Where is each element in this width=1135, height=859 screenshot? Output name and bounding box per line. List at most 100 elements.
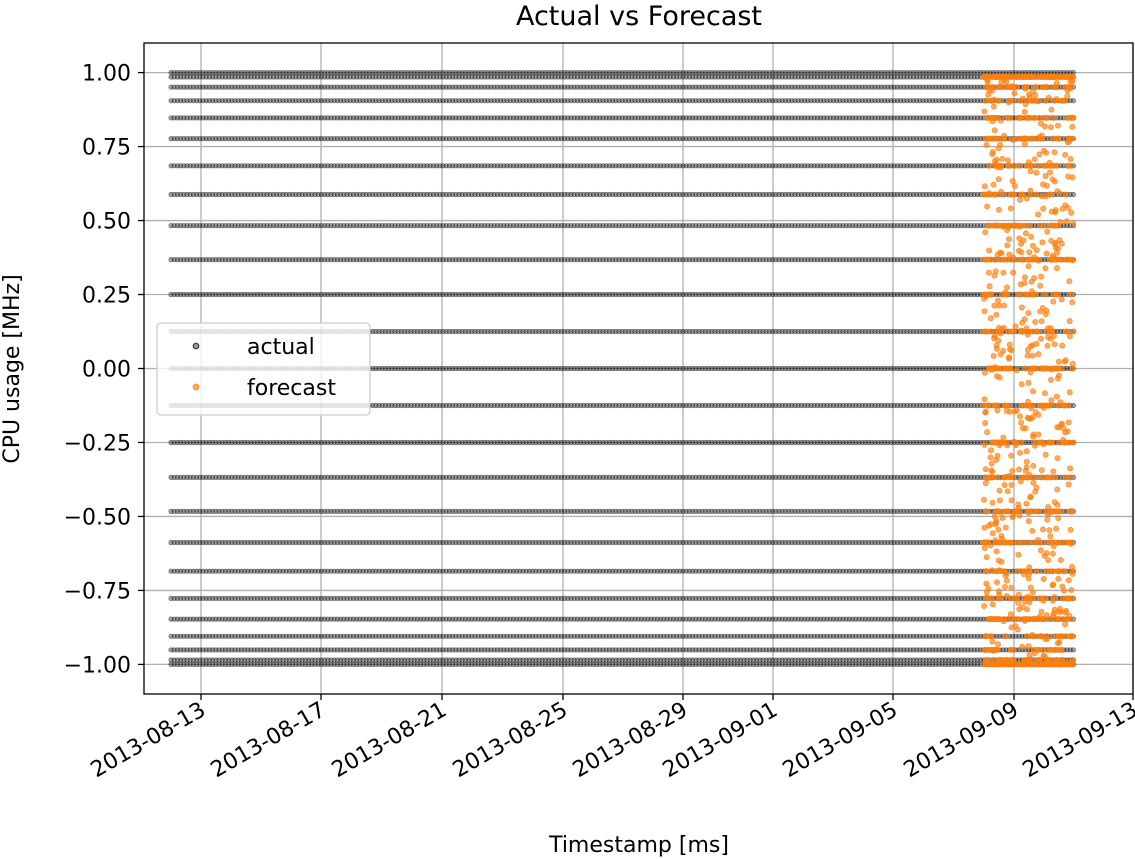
actual-point xyxy=(494,661,500,668)
actual-point xyxy=(405,661,411,668)
actual-point xyxy=(398,661,404,668)
actual-point xyxy=(277,661,283,668)
actual-band xyxy=(168,633,1077,639)
actual-point xyxy=(446,661,452,668)
actual-point xyxy=(235,661,241,668)
actual-point xyxy=(184,661,190,668)
actual-point xyxy=(293,661,299,668)
actual-point xyxy=(347,661,353,668)
actual-point xyxy=(510,661,517,668)
actual-point xyxy=(270,661,276,668)
actual-point xyxy=(286,661,292,668)
actual-point xyxy=(472,661,478,668)
actual-point xyxy=(501,661,507,668)
actual-point xyxy=(385,661,392,668)
actual-point xyxy=(408,661,414,668)
actual-point xyxy=(264,661,270,668)
actual-point xyxy=(238,661,244,668)
actual-point xyxy=(440,661,446,668)
actual-point xyxy=(401,661,408,668)
actual-point xyxy=(539,661,545,668)
actual-point xyxy=(226,661,232,668)
actual-point xyxy=(373,661,379,668)
actual-point xyxy=(443,661,449,668)
actual-point xyxy=(357,661,363,668)
actual-point xyxy=(289,661,296,668)
actual-point xyxy=(168,661,174,668)
actual-point xyxy=(242,661,248,668)
actual-band xyxy=(168,291,1077,298)
actual-point xyxy=(449,661,456,668)
actual-point xyxy=(529,661,536,668)
actual-point xyxy=(273,661,280,668)
actual-point xyxy=(190,661,196,668)
actual-point xyxy=(417,661,424,668)
actual-point xyxy=(187,661,193,668)
actual-band xyxy=(168,223,1077,229)
actual-point xyxy=(194,661,200,668)
actual-point xyxy=(210,661,216,668)
actual-point xyxy=(366,661,372,668)
actual-point xyxy=(178,661,184,668)
actual-band xyxy=(168,647,1077,653)
actual-point xyxy=(296,661,302,668)
actual-point xyxy=(485,661,491,668)
actual-band xyxy=(168,616,1077,622)
actual-point xyxy=(581,661,587,668)
actual-point xyxy=(376,661,382,668)
actual-point xyxy=(552,661,558,668)
actual-point xyxy=(392,661,398,668)
actual-point xyxy=(565,661,571,668)
actual-point xyxy=(571,661,577,668)
actual-point xyxy=(254,661,260,668)
actual-point xyxy=(305,661,312,668)
actual-point xyxy=(526,661,533,668)
actual-point xyxy=(533,661,539,668)
actual-band xyxy=(168,568,1077,574)
actual-band xyxy=(168,539,1077,546)
actual-point xyxy=(488,661,494,668)
actual-point xyxy=(353,661,360,668)
actual-point xyxy=(542,661,549,668)
actual-point xyxy=(222,661,228,668)
actual-point xyxy=(363,661,369,668)
actual-point xyxy=(232,661,238,668)
actual-point xyxy=(561,661,568,668)
actual-point xyxy=(453,661,459,668)
actual-point xyxy=(507,661,513,668)
actual-band xyxy=(168,474,1077,480)
actual-point xyxy=(475,661,481,668)
actual-point xyxy=(513,661,520,668)
actual-point xyxy=(216,661,222,668)
actual-point xyxy=(536,661,542,668)
actual-point xyxy=(395,661,401,668)
actual-point xyxy=(558,661,565,668)
actual-point xyxy=(1070,647,1077,653)
actual-point xyxy=(433,661,440,668)
actual-band xyxy=(168,439,1077,446)
actual-point xyxy=(577,661,584,668)
actual-band xyxy=(168,657,1077,663)
actual-point xyxy=(584,661,590,668)
actual-point xyxy=(334,661,340,668)
actual-point xyxy=(520,661,526,668)
actual-point xyxy=(382,661,388,668)
actual-point xyxy=(437,661,443,668)
actual-point xyxy=(181,661,187,668)
actual-point xyxy=(549,661,555,668)
actual-point xyxy=(331,661,337,668)
actual-point xyxy=(299,661,305,668)
actual-point xyxy=(321,661,328,668)
actual-point xyxy=(545,661,552,668)
actual-point xyxy=(478,661,484,668)
actual-band xyxy=(168,256,1077,263)
actual-point xyxy=(504,661,510,668)
actual-point xyxy=(341,661,347,668)
actual-point xyxy=(315,661,321,668)
actual-point xyxy=(245,661,251,668)
actual-point xyxy=(261,661,267,668)
actual-point xyxy=(481,661,488,668)
actual-point xyxy=(174,661,180,668)
actual-point xyxy=(421,661,427,668)
